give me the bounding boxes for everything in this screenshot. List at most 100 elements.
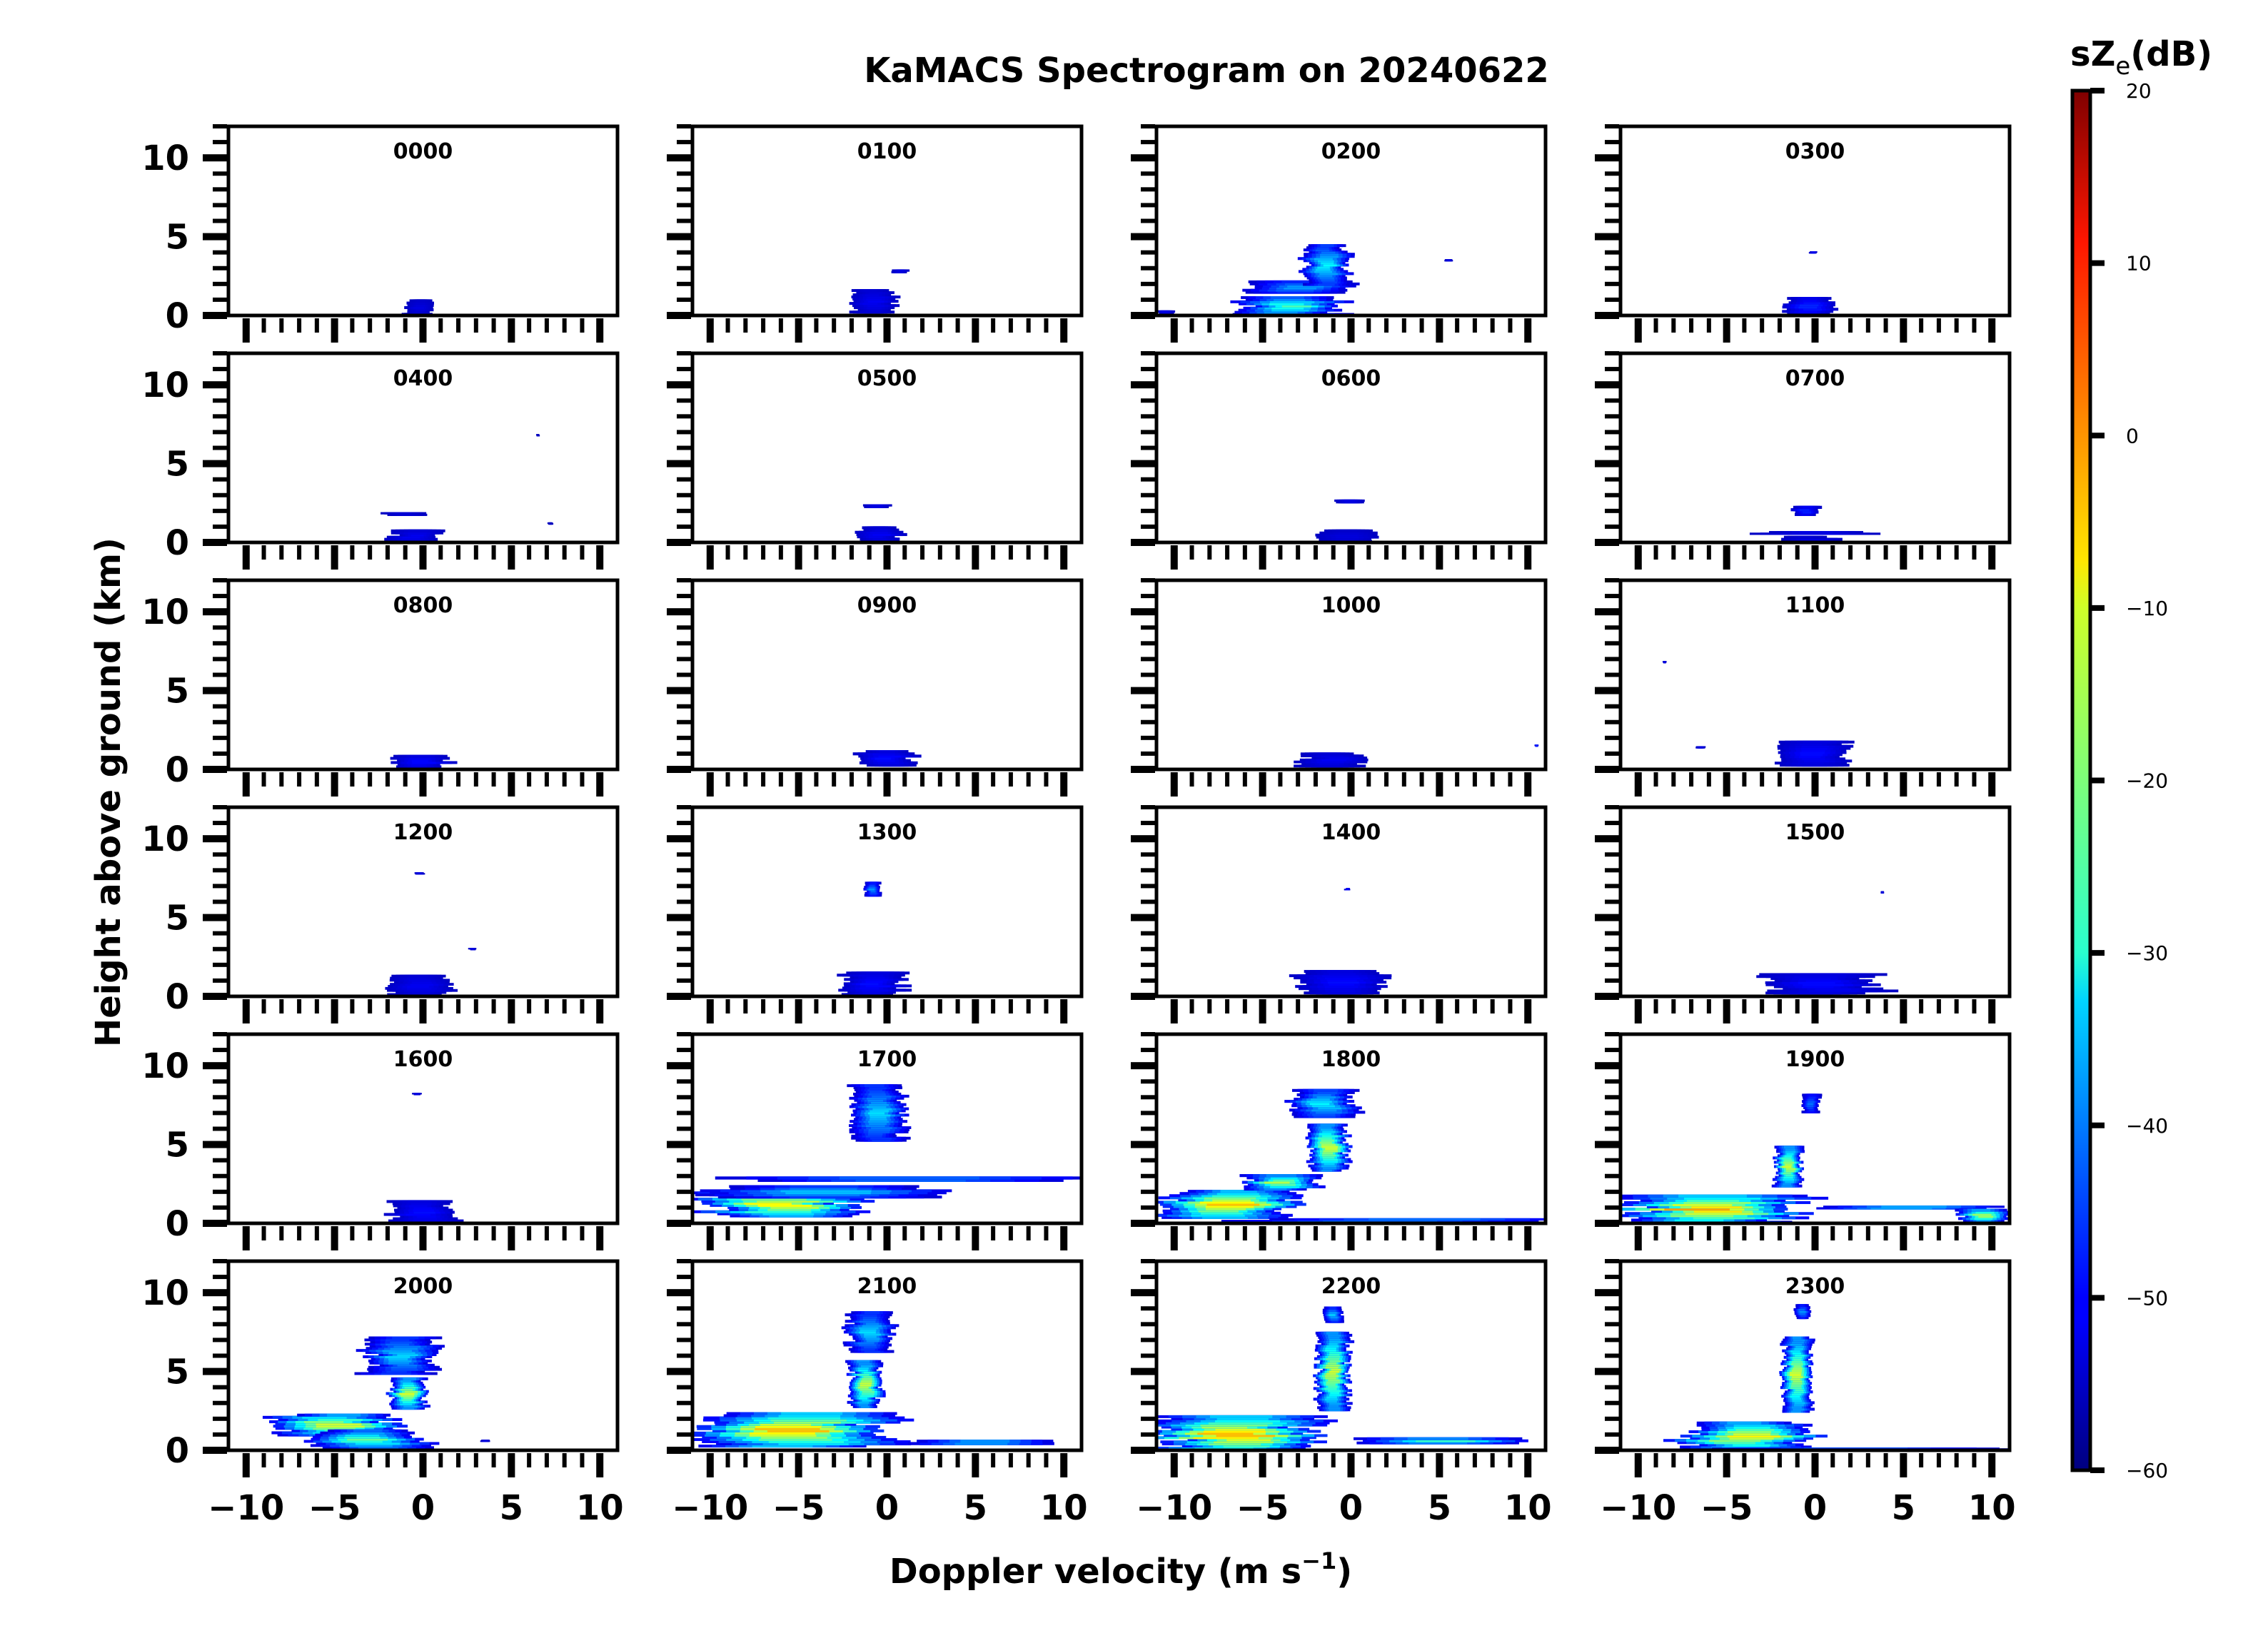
echo-region: [1444, 259, 1453, 262]
echo-strip: [1799, 977, 1831, 981]
x-minor-tick: [1689, 545, 1694, 560]
x-minor-tick: [991, 1453, 996, 1467]
echo-strip: [1797, 991, 1834, 995]
echo-strip: [1306, 1100, 1332, 1103]
echo-strip: [1321, 1134, 1339, 1138]
echo-strip: [405, 1390, 418, 1393]
y-major-tick: [1595, 1447, 1619, 1454]
y-minor-tick: [1605, 1275, 1619, 1280]
y-minor-tick: [213, 899, 227, 904]
panel-echoes: [1663, 1304, 2010, 1450]
echo-strip: [1323, 1158, 1338, 1161]
x-major-tick: [508, 772, 515, 797]
echo-region: [837, 971, 912, 996]
echo-strip: [408, 979, 431, 982]
echo-strip: [1270, 1176, 1298, 1180]
x-minor-tick: [1954, 1226, 1959, 1240]
x-ticks: [242, 999, 604, 1023]
y-minor-tick: [213, 641, 227, 646]
echo-strip: [1792, 1392, 1802, 1396]
echo-region: [907, 1440, 1054, 1445]
echo-strip: [1800, 747, 1828, 750]
echo-strip: [388, 1351, 415, 1355]
x-minor-tick: [473, 318, 478, 333]
x-minor-tick: [725, 1453, 730, 1467]
echo-strip: [862, 989, 889, 992]
echo-strip: [382, 1349, 413, 1353]
x-minor-tick: [1207, 318, 1212, 333]
echo-strip: [862, 1390, 875, 1393]
y-minor-tick: [1141, 672, 1155, 677]
x-minor-tick: [1384, 318, 1389, 333]
y-minor-tick: [1605, 594, 1619, 599]
y-minor-tick: [1141, 1353, 1155, 1358]
echo-strip: [1317, 274, 1333, 278]
x-minor-tick: [725, 1226, 730, 1240]
echo-strip: [870, 1136, 892, 1140]
y-minor-tick: [213, 946, 227, 951]
echo-strip: [870, 1126, 892, 1129]
x-minor-tick: [438, 999, 443, 1013]
echo-strip: [1311, 1104, 1336, 1108]
echo-strip: [1329, 1340, 1343, 1343]
x-minor-tick: [761, 999, 766, 1013]
echo-strip: [865, 293, 879, 297]
x-minor-tick: [456, 772, 461, 787]
panel-0500: 0500: [667, 351, 1084, 570]
echo-strip: [1808, 1102, 1813, 1106]
echo-strip: [1316, 1095, 1336, 1099]
y-minor-tick: [1605, 931, 1619, 936]
y-minor-tick: [1141, 1079, 1155, 1084]
y-minor-tick: [1141, 884, 1155, 889]
y-minor-tick: [1141, 1032, 1155, 1036]
echo-strip: [1790, 1410, 1801, 1413]
echo-strip: [1273, 1178, 1295, 1182]
echo-strip: [760, 1435, 827, 1439]
x-minor-tick: [1936, 318, 1941, 333]
echo-strip: [1321, 1138, 1335, 1142]
x-ticks: [1170, 772, 1532, 797]
y-minor-tick: [1141, 1306, 1155, 1311]
echo-strip: [1316, 764, 1343, 768]
echo-strip: [1727, 1430, 1772, 1434]
echo-strip: [403, 1383, 415, 1387]
x-minor-tick: [368, 772, 373, 787]
y-minor-tick: [213, 1189, 227, 1194]
echo-strip: [741, 1198, 807, 1201]
x-minor-tick: [1848, 1226, 1853, 1240]
echo-strip: [865, 1134, 882, 1138]
x-major-tick: [1811, 999, 1819, 1023]
x-minor-tick: [1653, 999, 1658, 1013]
x-minor-tick: [1313, 999, 1318, 1013]
echo-region: [412, 1093, 422, 1096]
y-tick-label: 5: [166, 218, 189, 258]
echo-strip: [386, 1370, 407, 1373]
y-minor-tick: [1605, 297, 1619, 302]
echo-strip: [1266, 1174, 1296, 1178]
echo-strip: [1693, 1216, 1755, 1220]
echo-strip: [1802, 985, 1834, 989]
panel-1800: 1800: [1131, 1032, 1548, 1250]
x-minor-tick: [368, 545, 373, 560]
x-major-tick: [1347, 772, 1355, 797]
y-minor-tick: [1605, 430, 1619, 435]
x-minor-tick: [1760, 1453, 1765, 1467]
echo-strip: [1329, 1313, 1336, 1317]
panel-frame: [1154, 1259, 1548, 1452]
y-minor-tick: [1605, 1111, 1619, 1116]
y-minor-tick: [213, 625, 227, 630]
y-tick-label: 0: [166, 1431, 189, 1471]
x-ticks: [706, 1453, 1068, 1477]
y-minor-tick: [213, 398, 227, 403]
x-minor-tick: [743, 1226, 748, 1240]
x-minor-tick: [1331, 1453, 1336, 1467]
y-minor-tick: [677, 1032, 691, 1036]
x-minor-tick: [849, 999, 854, 1013]
y-tick-label: 10: [141, 1273, 189, 1313]
echo-strip: [1793, 1366, 1803, 1370]
y-major-tick: [1131, 914, 1155, 921]
y-minor-tick: [677, 1432, 691, 1437]
echo-strip: [870, 1109, 889, 1113]
y-ticks: [1595, 1032, 1619, 1227]
x-axis-label-superscript: −1: [1301, 1547, 1336, 1574]
